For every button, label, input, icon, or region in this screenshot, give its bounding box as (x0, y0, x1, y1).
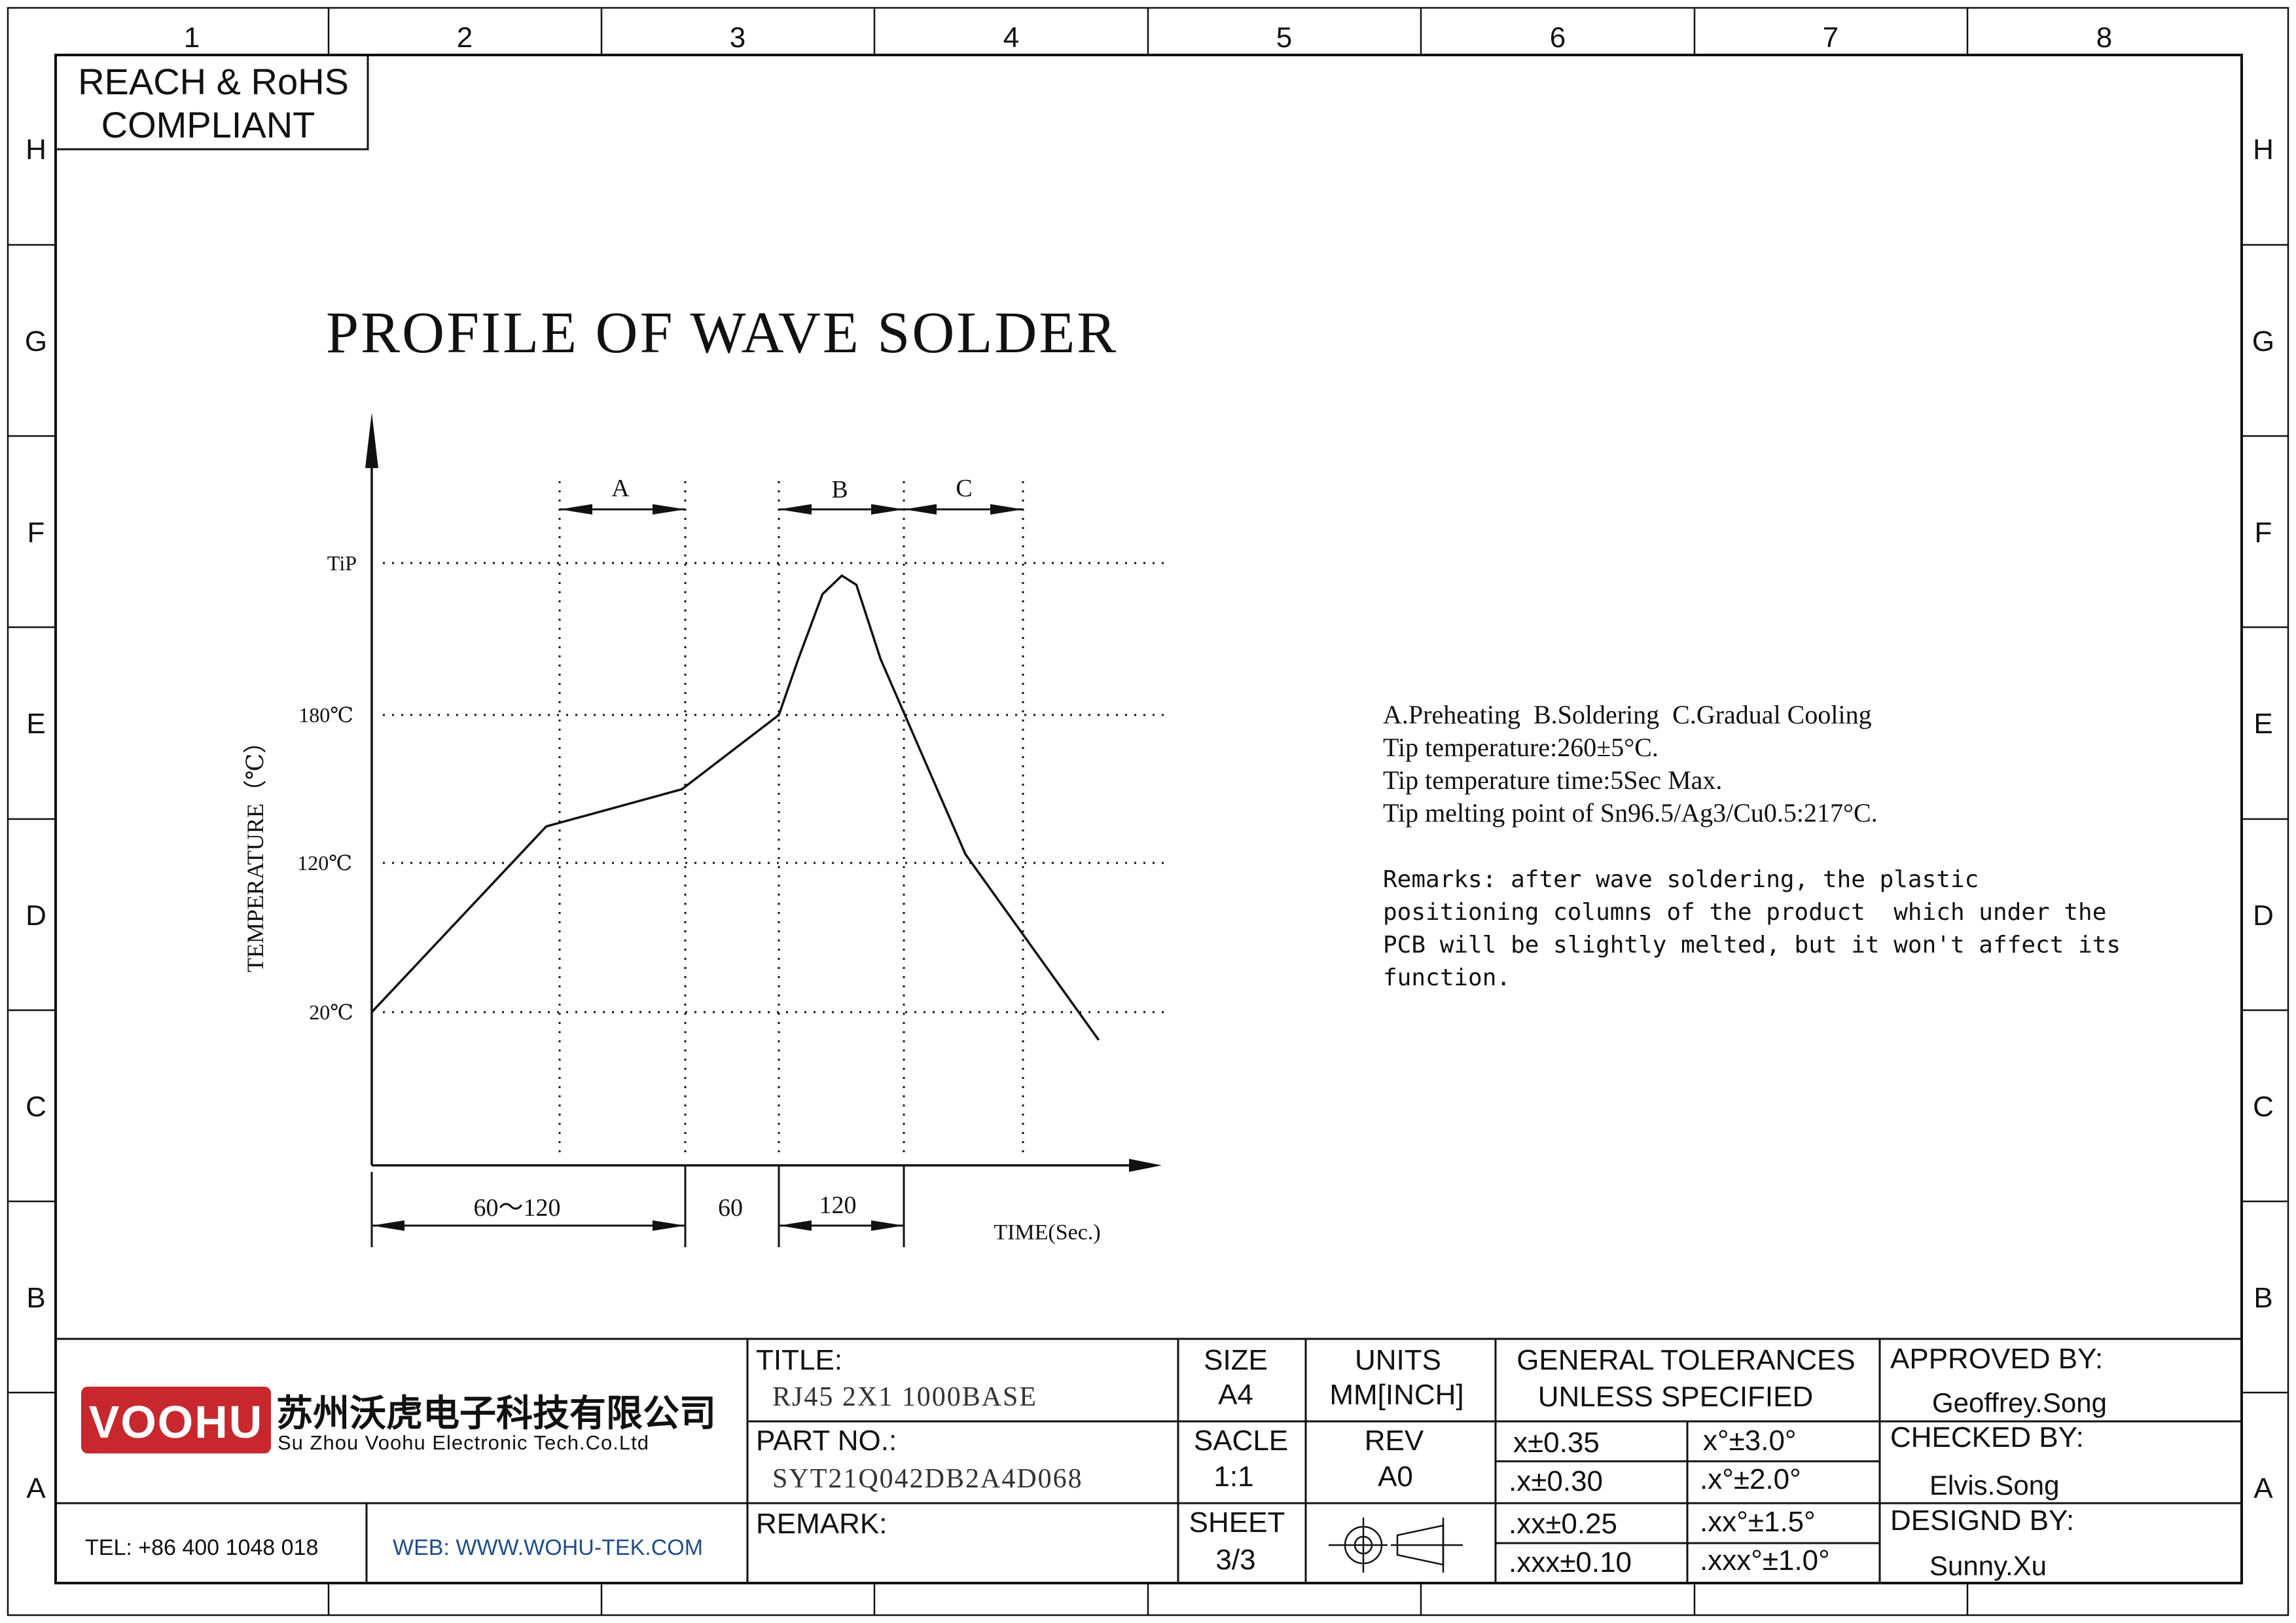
remarks-text: Remarks: after wave soldering, the plast… (1383, 866, 2121, 991)
checked-value: Elvis.Song (1929, 1470, 2059, 1501)
approved-label: APPROVED BY: (1890, 1343, 2103, 1375)
voohu-logo: VOOHU (81, 1387, 271, 1453)
remark-line: positioning columns of the product which… (1383, 899, 2106, 926)
tolerance-linear: .xxx±0.10 (1509, 1546, 1632, 1578)
designed-value: Sunny.Xu (1929, 1550, 2047, 1581)
duration-label: 60 (718, 1194, 743, 1222)
scale-label: SACLE (1194, 1425, 1288, 1457)
remark-line: function. (1383, 964, 1511, 991)
row-label: B (26, 1282, 45, 1314)
remark-line: PCB will be slightly melted, but it won'… (1383, 932, 2121, 958)
col-label: 3 (730, 22, 745, 54)
company-name-en: Su Zhou Voohu Electronic Tech.Co.Ltd (278, 1431, 649, 1454)
units-value: MM[INCH] (1329, 1379, 1463, 1411)
title-label: TITLE: (756, 1344, 842, 1376)
tolerance-angular: .xxx°±1.0° (1700, 1544, 1830, 1577)
zone-dividers (8, 8, 2288, 1615)
y-tick-label: TiP (327, 551, 357, 575)
company-name-cn: 苏州沃虎电子科技有限公司 (276, 1393, 716, 1434)
y-tick-label: 120℃ (297, 851, 352, 875)
tolerance-title-1: GENERAL TOLERANCES (1516, 1344, 1856, 1376)
compliance-line-2: COMPLIANT (101, 104, 315, 145)
chart-grid (383, 481, 1165, 1159)
row-label: B (2253, 1282, 2272, 1314)
row-label: F (27, 517, 45, 549)
row-label: G (2252, 325, 2274, 357)
title-block: VOOHU 苏州沃虎电子科技有限公司 Su Zhou Voohu Electro… (56, 1338, 2242, 1583)
zone-label: A (611, 475, 630, 502)
tolerance-title-2: UNLESS SPECIFIED (1538, 1381, 1814, 1413)
col-label: 7 (1823, 22, 1839, 54)
scale-value: 1:1 (1213, 1461, 1253, 1493)
third-angle-projection-icon (1329, 1518, 1463, 1573)
sheet-value: 3/3 (1215, 1544, 1255, 1576)
approved-value: Geoffrey.Song (1932, 1387, 2107, 1418)
zone-label: C (956, 475, 972, 502)
column-labels: 1 2 3 4 5 6 7 8 (184, 22, 2112, 54)
rev-value: A0 (1378, 1461, 1413, 1493)
row-labels: H G F E D C B A H G F E D C B A (25, 134, 2274, 1504)
row-label: A (26, 1472, 46, 1504)
tolerance-angular: x°±3.0° (1703, 1425, 1797, 1457)
designed-label: DESIGND BY: (1890, 1504, 2074, 1537)
row-label: C (26, 1091, 46, 1123)
col-label: 1 (184, 22, 200, 54)
y-axis-title: TEMPERATURE（℃） (242, 730, 268, 972)
part-no-value: SYT21Q042DB2A4D068 (772, 1464, 1083, 1494)
remark-label: REMARK: (756, 1508, 887, 1540)
row-label: G (25, 325, 47, 357)
size-label: SIZE (1204, 1344, 1268, 1376)
tolerance-linear: x±0.35 (1513, 1427, 1600, 1459)
note-line: Tip temperature:260±5°C. (1383, 733, 1659, 762)
rev-label: REV (1365, 1425, 1424, 1457)
row-label: D (2253, 900, 2274, 932)
note-line: A.Preheating B.Soldering C.Gradual Cooli… (1383, 700, 1872, 729)
row-label: E (2253, 708, 2272, 740)
compliance-line-1: REACH & RoHS (78, 61, 349, 102)
row-label: A (2253, 1472, 2273, 1504)
chart-axes (365, 412, 1162, 1172)
solder-profile-chart: TiP 180℃ 120℃ 20℃ TEMPERATURE（℃） TIME(Se… (242, 412, 1165, 1247)
col-label: 8 (2096, 22, 2112, 54)
tel-text: TEL: +86 400 1048 018 (85, 1535, 318, 1560)
zone-label: B (831, 476, 848, 503)
x-axis-title: TIME(Sec.) (994, 1220, 1100, 1245)
col-label: 5 (1276, 22, 1292, 54)
col-label: 2 (457, 22, 473, 54)
row-label: H (2253, 134, 2274, 166)
col-label: 4 (1003, 22, 1019, 54)
profile-series-line (370, 574, 1100, 1041)
duration-label: 120 (819, 1192, 857, 1219)
process-notes: A.Preheating B.Soldering C.Gradual Cooli… (1383, 700, 1878, 828)
row-label: D (26, 900, 46, 932)
note-line: Tip temperature time:5Sec Max. (1383, 765, 1722, 795)
row-label: F (2255, 517, 2272, 549)
tolerance-angular: .xx°±1.5° (1700, 1506, 1816, 1538)
row-label: H (26, 134, 46, 166)
checked-label: CHECKED BY: (1890, 1421, 2084, 1453)
duration-dimensions (370, 1165, 905, 1247)
compliance-box: REACH & RoHS COMPLIANT (54, 54, 369, 151)
logo-text: VOOHU (89, 1396, 264, 1448)
row-label: C (2253, 1091, 2274, 1123)
part-no-label: PART NO.: (756, 1425, 897, 1457)
drawing-title: PROFILE OF WAVE SOLDER (326, 301, 1118, 365)
web-link[interactable]: WEB: WWW.WOHU-TEK.COM (393, 1535, 703, 1560)
row-label: E (26, 708, 45, 740)
duration-label: 60～120 (473, 1194, 560, 1222)
y-tick-label: 20℃ (309, 1000, 353, 1024)
tolerance-linear: .xx±0.25 (1509, 1508, 1617, 1540)
size-value: A4 (1218, 1379, 1253, 1411)
tolerance-angular: .x°±2.0° (1700, 1463, 1801, 1495)
zone-dimensions (560, 504, 1023, 515)
remark-line: Remarks: after wave soldering, the plast… (1383, 866, 1979, 893)
units-label: UNITS (1355, 1344, 1441, 1376)
title-value: RJ45 2X1 1000BASE (772, 1382, 1037, 1412)
col-label: 6 (1550, 22, 1566, 54)
sheet-label: SHEET (1189, 1506, 1285, 1539)
note-line: Tip melting point of Sn96.5/Ag3/Cu0.5:21… (1383, 798, 1878, 828)
y-tick-label: 180℃ (298, 703, 353, 727)
tolerance-linear: .x±0.30 (1509, 1465, 1603, 1497)
